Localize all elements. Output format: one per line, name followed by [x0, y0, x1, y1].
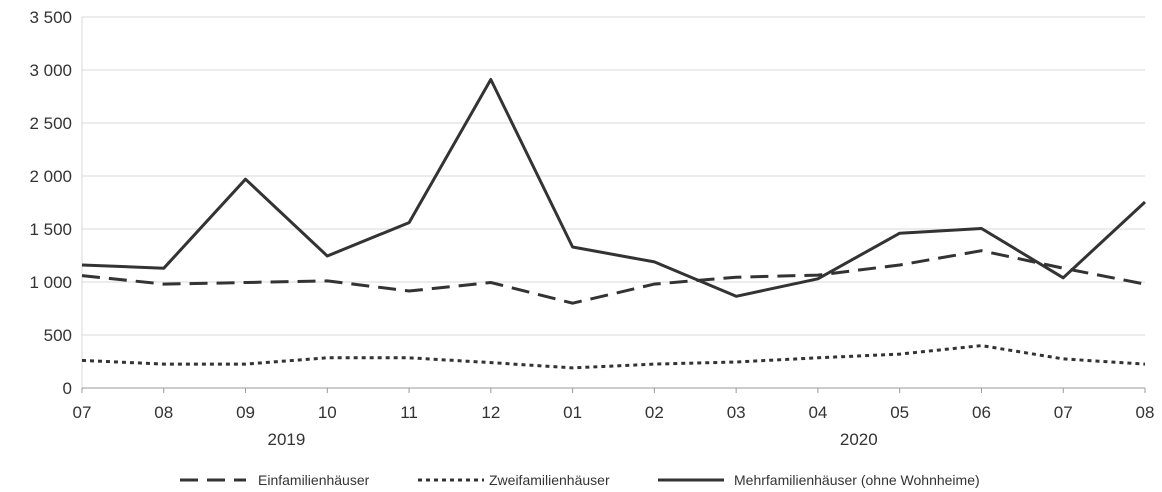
y-tick-label: 1 000 [29, 273, 72, 292]
x-tick-label: 07 [73, 403, 92, 422]
series-line-mehrfamilienhäuser-ohne-wohnheime- [81, 78, 1147, 298]
x-tick-label: 06 [972, 403, 991, 422]
y-tick-label: 3 500 [29, 8, 72, 27]
x-tick-label: 07 [1054, 403, 1073, 422]
legend: Einfamilienhäuser Zweifamilienhäuser Mehrf… [180, 472, 980, 488]
year-label: 2020 [840, 430, 878, 449]
y-tick-label: 500 [44, 326, 72, 345]
series-layer [81, 78, 1147, 370]
x-tick-label: 09 [236, 403, 255, 422]
legend-label: Zweifamilienhäuser [489, 472, 610, 488]
x-tick-label: 08 [154, 403, 173, 422]
x-tick-label: 10 [318, 403, 337, 422]
x-tick-label: 04 [808, 403, 827, 422]
y-tick-label: 0 [63, 379, 72, 398]
grid-layer [81, 16, 1145, 388]
x-tick-label: 12 [481, 403, 500, 422]
x-tick-label: 11 [400, 403, 418, 422]
series-line-einfamilienhäuser [81, 249, 1146, 305]
y-tick-label: 1 500 [29, 220, 72, 239]
x-tick-label: 02 [645, 403, 664, 422]
axis-layer: 0 500 1 000 1 500 2 000 2 500 3 000 3 500 07 08 09… [29, 8, 1154, 449]
y-tick-label: 3 000 [29, 61, 72, 80]
series-line-zweifamilienhäuser [81, 344, 1146, 370]
x-tick-label: 05 [890, 403, 909, 422]
year-label: 2019 [268, 430, 306, 449]
x-tick-label: 08 [1136, 403, 1155, 422]
legend-label: Mehrfamilienhäuser (ohne Wohnheime) [734, 472, 980, 488]
y-tick-label: 2 000 [29, 167, 72, 186]
x-tick-label: 01 [563, 403, 582, 422]
legend-label: Einfamilienhäuser [258, 472, 370, 488]
y-tick-label: 2 500 [29, 114, 72, 133]
x-tick-label: 03 [727, 403, 746, 422]
